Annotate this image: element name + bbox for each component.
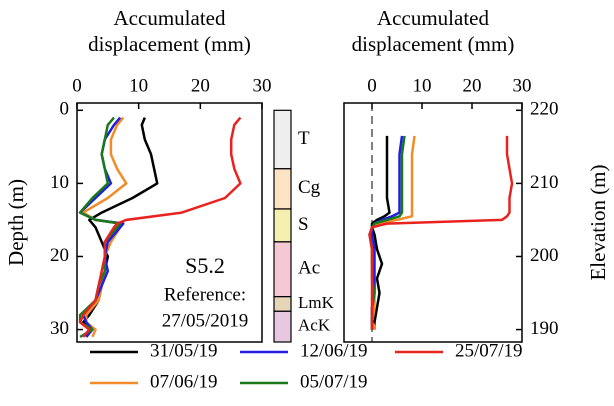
soil-layer: [273, 168, 292, 210]
soil-label: T: [298, 128, 310, 149]
y-axis-label: Elevation (m): [586, 164, 610, 280]
y-tick-label: 10: [50, 172, 69, 193]
profile-line: [368, 135, 514, 330]
soil-layer: [273, 310, 292, 343]
profile-line: [81, 117, 159, 338]
legend-label: 05/07/19: [300, 371, 368, 392]
y-tick-label: 210: [530, 172, 559, 193]
soil-layer: [273, 109, 292, 170]
x-tick-label: 30: [253, 75, 272, 96]
profile-line: [368, 135, 416, 330]
legend-label: 12/06/19: [300, 340, 368, 361]
x-axis-label: Accumulated: [377, 6, 489, 30]
soil-layer: [273, 208, 292, 243]
plot-frame: [343, 102, 523, 343]
soil-label: AcK: [298, 316, 331, 335]
x-tick-label: 10: [413, 75, 432, 96]
annotation: S5.2: [185, 253, 225, 278]
x-axis-label: displacement (mm): [352, 32, 515, 56]
x-tick-label: 20: [463, 75, 482, 96]
annotation: 27/05/2019: [162, 310, 249, 331]
x-axis-label: displacement (mm): [88, 32, 251, 56]
soil-label: LmK: [298, 293, 335, 312]
y-tick-label: 190: [530, 318, 559, 339]
y-axis-label: Depth (m): [4, 179, 28, 266]
y-tick-label: 200: [530, 245, 559, 266]
legend-label: 31/05/19: [150, 340, 218, 361]
x-tick-label: 0: [72, 75, 82, 96]
x-tick-label: 30: [513, 75, 532, 96]
y-tick-label: 30: [50, 318, 69, 339]
y-tick-label: 220: [530, 99, 559, 120]
legend-label: 25/07/19: [455, 340, 523, 361]
profile-line: [78, 116, 122, 338]
y-tick-label: 0: [60, 99, 70, 120]
soil-layer: [273, 241, 292, 298]
x-tick-label: 0: [367, 75, 377, 96]
x-axis-label: Accumulated: [114, 6, 226, 30]
plot-frame: [76, 102, 263, 343]
x-tick-label: 20: [191, 75, 210, 96]
soil-label: Cg: [298, 177, 321, 198]
legend-label: 07/06/19: [150, 371, 218, 392]
profile-line: [78, 116, 242, 338]
soil-label: S: [298, 214, 309, 235]
soil-layer: [273, 296, 292, 312]
soil-label: Ac: [298, 258, 320, 279]
x-tick-label: 10: [129, 75, 148, 96]
y-tick-label: 20: [50, 245, 69, 266]
annotation: Reference:: [164, 284, 246, 305]
